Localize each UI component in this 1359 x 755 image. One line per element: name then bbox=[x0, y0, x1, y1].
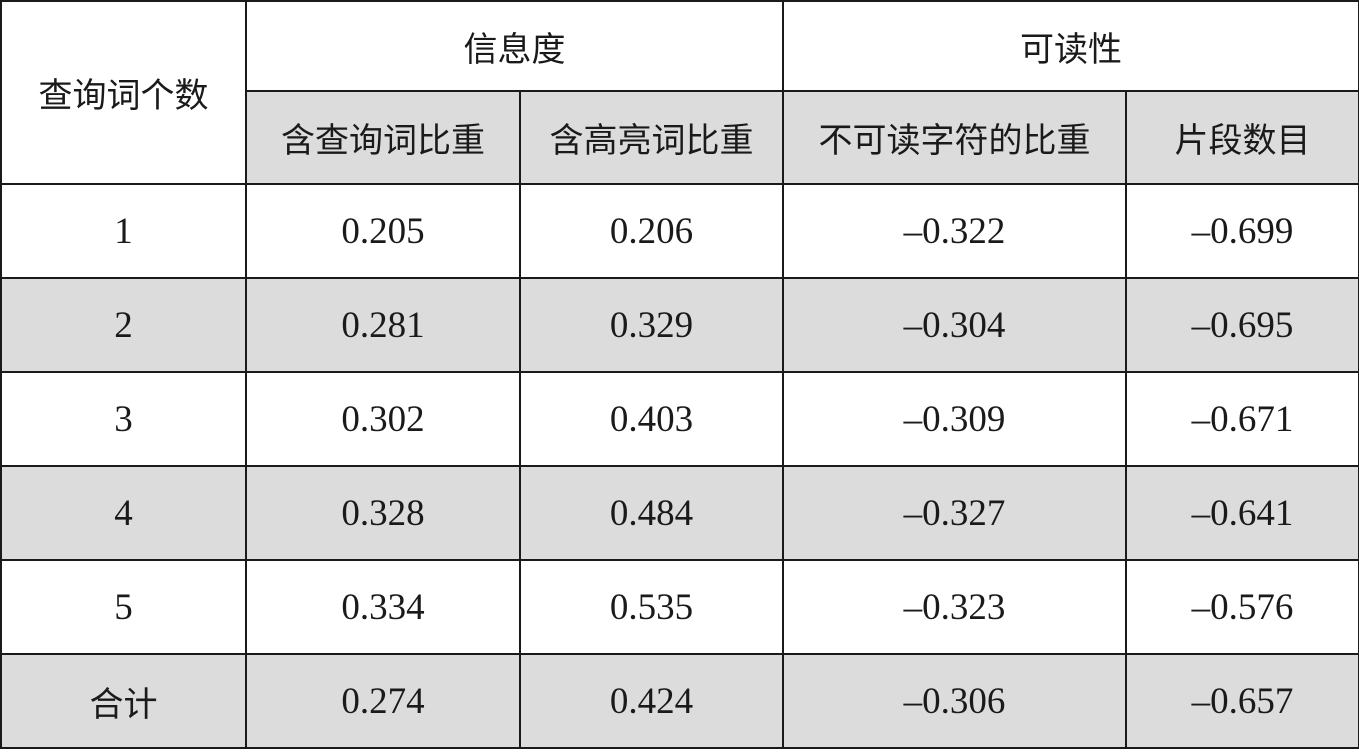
cell: 0.274 bbox=[245, 653, 521, 749]
column-header: 不可读字符的比重 bbox=[782, 90, 1127, 185]
cell: –0.641 bbox=[1125, 465, 1359, 561]
group-header: 信息度 bbox=[245, 0, 784, 92]
table-row: 合计 0.274 0.424 –0.306 –0.657 bbox=[0, 653, 1359, 749]
table-row: 4 0.328 0.484 –0.327 –0.641 bbox=[0, 465, 1359, 561]
column-header: 含查询词比重 bbox=[245, 90, 521, 185]
header-row: 查询词个数 信息度 可读性 bbox=[0, 0, 1359, 185]
table-body: 1 0.205 0.206 –0.322 –0.699 2 0.281 0.329 –0.304… bbox=[0, 183, 1359, 749]
cell: –0.576 bbox=[1125, 559, 1359, 655]
cell: 0.484 bbox=[519, 465, 784, 561]
cell: –0.671 bbox=[1125, 371, 1359, 467]
cell: –0.322 bbox=[782, 183, 1127, 279]
cell: 0.403 bbox=[519, 371, 784, 467]
table-row: 2 0.281 0.329 –0.304 –0.695 bbox=[0, 277, 1359, 373]
row-label: 1 bbox=[0, 183, 247, 279]
row-label-header: 查询词个数 bbox=[0, 0, 247, 185]
cell: –0.657 bbox=[1125, 653, 1359, 749]
cell: 0.206 bbox=[519, 183, 784, 279]
row-label: 2 bbox=[0, 277, 247, 373]
cell: 0.329 bbox=[519, 277, 784, 373]
row-label: 4 bbox=[0, 465, 247, 561]
cell: –0.695 bbox=[1125, 277, 1359, 373]
table-row: 5 0.334 0.535 –0.323 –0.576 bbox=[0, 559, 1359, 655]
cell: –0.309 bbox=[782, 371, 1127, 467]
cell: –0.699 bbox=[1125, 183, 1359, 279]
column-header: 含高亮词比重 bbox=[519, 90, 784, 185]
cell: 0.328 bbox=[245, 465, 521, 561]
cell: –0.306 bbox=[782, 653, 1127, 749]
table-row: 3 0.302 0.403 –0.309 –0.671 bbox=[0, 371, 1359, 467]
column-header: 片段数目 bbox=[1125, 90, 1359, 185]
header-row: 含查询词比重 含高亮词比重 不可读字符的比重 片段数目 bbox=[1, 90, 1359, 185]
cell: –0.323 bbox=[782, 559, 1127, 655]
cell: 0.302 bbox=[245, 371, 521, 467]
cell: –0.327 bbox=[782, 465, 1127, 561]
row-label: 3 bbox=[0, 371, 247, 467]
row-label: 5 bbox=[0, 559, 247, 655]
row-label: 合计 bbox=[0, 653, 247, 749]
cell: 0.281 bbox=[245, 277, 521, 373]
table-row: 1 0.205 0.206 –0.322 –0.699 bbox=[0, 183, 1359, 279]
cell: 0.535 bbox=[519, 559, 784, 655]
cell: 0.334 bbox=[245, 559, 521, 655]
cell: 0.424 bbox=[519, 653, 784, 749]
cell: 0.205 bbox=[245, 183, 521, 279]
group-header: 可读性 bbox=[782, 0, 1359, 92]
cell: –0.304 bbox=[782, 277, 1127, 373]
